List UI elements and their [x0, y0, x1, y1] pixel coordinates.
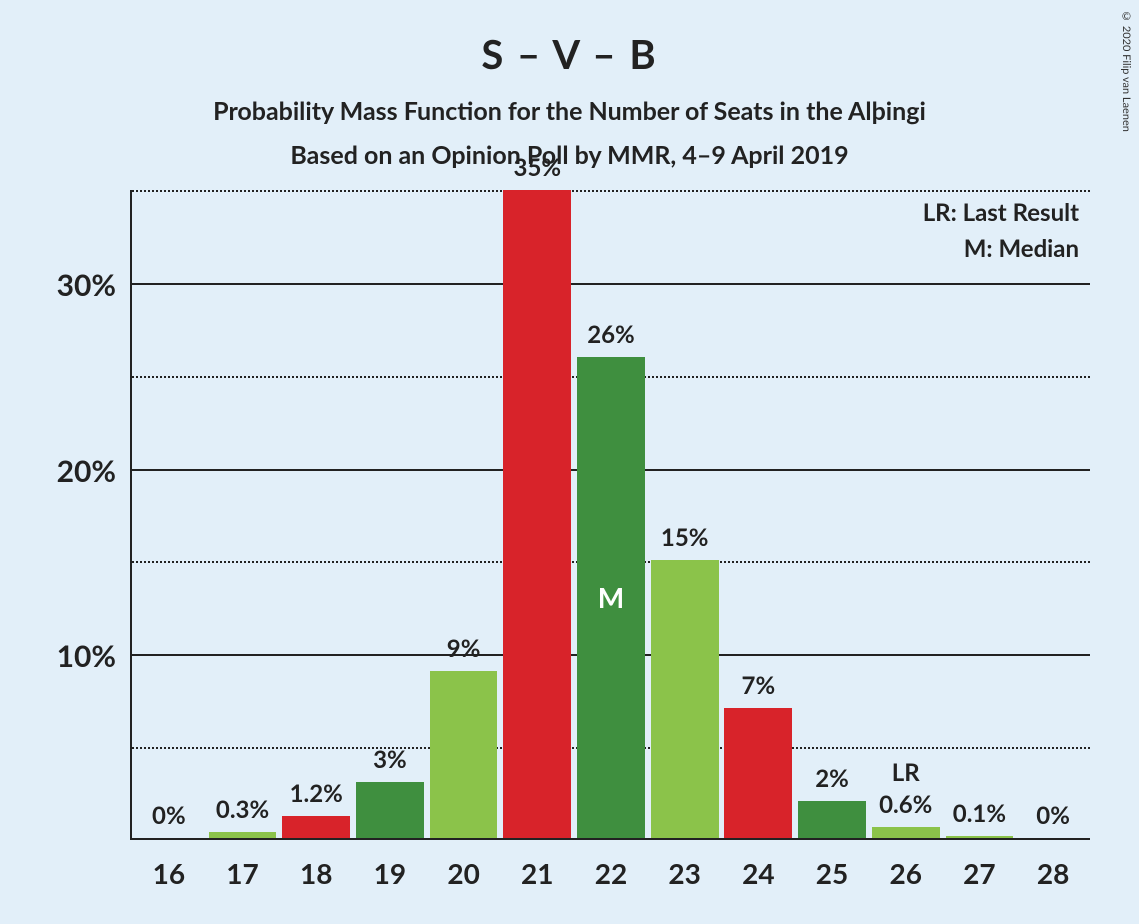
- bar-value-label: 0%: [152, 801, 186, 838]
- bars-container: 0%160.3%171.2%183%199%2035%2126%M2215%23…: [132, 190, 1090, 838]
- bar-value-label: 3%: [373, 745, 407, 782]
- chart-plot-area: 10%20%30% 0%160.3%171.2%183%199%2035%212…: [130, 190, 1090, 840]
- x-axis-label: 25: [816, 838, 848, 890]
- y-axis-label: 10%: [57, 638, 132, 674]
- bar: 26%M: [577, 357, 645, 838]
- bar-slot: 15%23: [648, 190, 722, 838]
- bar-value-label: 2%: [815, 764, 849, 801]
- bar-slot: 1.2%18: [279, 190, 353, 838]
- x-axis-label: 27: [963, 838, 995, 890]
- bar-slot: 26%M22: [574, 190, 648, 838]
- bar-value-label: 1.2%: [290, 779, 343, 816]
- last-result-marker: LR: [892, 758, 920, 827]
- x-axis-label: 26: [889, 838, 921, 890]
- chart-subtitle-2: Based on an Opinion Poll by MMR, 4–9 Apr…: [0, 140, 1139, 170]
- bar: 2%: [798, 801, 866, 838]
- chart-subtitle-1: Probability Mass Function for the Number…: [0, 96, 1139, 126]
- bar-slot: 7%24: [722, 190, 796, 838]
- bar-value-label: 9%: [447, 634, 481, 671]
- x-axis-label: 28: [1037, 838, 1069, 890]
- chart-titles: S – V – B Probability Mass Function for …: [0, 0, 1139, 170]
- bar: 7%: [724, 708, 792, 838]
- bar: 15%: [651, 560, 719, 838]
- bar-slot: 0.6%LR26: [869, 190, 943, 838]
- bar: 3%: [356, 782, 424, 838]
- bar-value-label: 7%: [742, 671, 776, 708]
- x-axis-label: 21: [521, 838, 553, 890]
- bar-slot: 0.3%17: [206, 190, 280, 838]
- y-axis-label: 20%: [57, 453, 132, 489]
- bar-slot: 0.1%27: [943, 190, 1017, 838]
- copyright-text: © 2020 Filip van Laenen: [1120, 10, 1133, 132]
- bar: 0.6%LR: [872, 827, 940, 838]
- bar-slot: 2%25: [795, 190, 869, 838]
- bar-slot: 0%28: [1016, 190, 1090, 838]
- bar: 9%: [430, 671, 498, 838]
- x-axis-label: 18: [300, 838, 332, 890]
- bar-value-label: 0%: [1036, 801, 1070, 838]
- x-axis-label: 20: [447, 838, 479, 890]
- chart-title: S – V – B: [0, 30, 1139, 78]
- bar-value-label: 0.1%: [953, 799, 1006, 836]
- x-axis-label: 23: [668, 838, 700, 890]
- x-axis-label: 17: [226, 838, 258, 890]
- x-axis-label: 19: [374, 838, 406, 890]
- median-marker: M: [598, 580, 624, 614]
- bar-value-label: 26%: [587, 320, 635, 357]
- bar: 35%: [503, 190, 571, 838]
- bar-slot: 9%20: [427, 190, 501, 838]
- x-axis-label: 22: [595, 838, 627, 890]
- bar-value-label: 0.3%: [216, 795, 269, 832]
- bar-slot: 0%16: [132, 190, 206, 838]
- bar-slot: 35%21: [500, 190, 574, 838]
- y-axis-label: 30%: [57, 267, 132, 303]
- bar-value-label: 35%: [514, 153, 562, 190]
- bar-slot: 3%19: [353, 190, 427, 838]
- bar: 1.2%: [282, 816, 350, 838]
- x-axis-label: 16: [153, 838, 185, 890]
- x-axis-label: 24: [742, 838, 774, 890]
- bar-value-label: 15%: [661, 523, 709, 560]
